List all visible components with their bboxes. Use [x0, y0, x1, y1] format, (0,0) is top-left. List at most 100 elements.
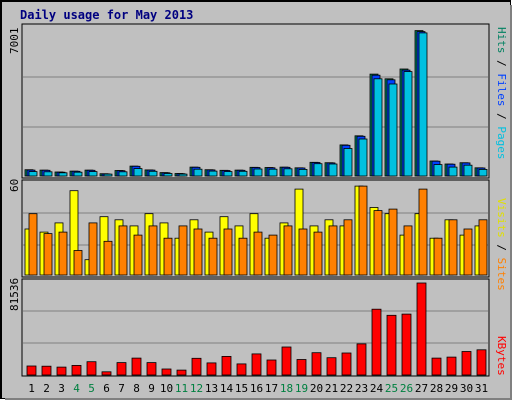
bar-kbytes [236, 363, 247, 376]
x-tick-label: 31 [475, 382, 488, 395]
x-tick-label: 3 [58, 382, 65, 395]
bar-kbytes [56, 366, 67, 376]
bar-pages [133, 168, 143, 177]
bar-pages [103, 173, 113, 177]
bar-sites [298, 228, 308, 276]
x-tick-label: 25 [385, 382, 398, 395]
bar-pages [313, 163, 323, 177]
bar-pages [403, 71, 413, 177]
bar-kbytes [116, 362, 127, 376]
bar-kbytes [416, 282, 427, 376]
legend-sites: Sites [495, 258, 508, 291]
bar-pages [178, 173, 188, 177]
bar-pages [478, 168, 488, 177]
bar-pages [43, 171, 53, 177]
bar-sites [268, 234, 278, 276]
legend-kbytes: KBytes [495, 336, 508, 376]
bar-kbytes [266, 359, 277, 376]
bar-kbytes [251, 353, 262, 376]
x-tick-label: 9 [148, 382, 155, 395]
x-tick-label: 7 [118, 382, 125, 395]
bar-sites [208, 237, 218, 276]
bar-pages [223, 171, 233, 177]
ymax-label-top: 7001 [8, 28, 21, 55]
bar-pages [448, 166, 458, 177]
bar-sites [343, 219, 353, 276]
x-tick-label: 29 [445, 382, 458, 395]
bar-sites [448, 219, 458, 276]
bar-kbytes [296, 359, 307, 376]
bar-sites [478, 219, 488, 276]
bar-kbytes [386, 314, 397, 376]
bar-kbytes [71, 364, 82, 376]
legend-visits: Visits [495, 198, 508, 238]
x-tick-label: 4 [73, 382, 80, 395]
x-tick-label: 19 [295, 382, 308, 395]
bar-sites [388, 208, 398, 276]
bar-pages [58, 172, 68, 177]
bar-sites [43, 233, 53, 276]
bar-pages [73, 171, 83, 177]
bar-kbytes [311, 352, 322, 376]
bar-sites [193, 228, 203, 276]
x-tick-label: 10 [160, 382, 173, 395]
x-tick-label: 8 [133, 382, 140, 395]
legend-visits-sites: Visits / Sites [495, 198, 508, 291]
bar-kbytes [221, 355, 232, 376]
bar-pages [328, 163, 338, 177]
frame-shadow-right [510, 5, 512, 400]
bar-pages [388, 83, 398, 177]
bar-pages [418, 32, 428, 177]
x-tick-label: 17 [265, 382, 278, 395]
bar-pages [148, 170, 158, 177]
bar-kbytes [161, 368, 172, 376]
bar-pages [88, 171, 98, 177]
bar-sites [103, 240, 113, 276]
bar-sites [238, 237, 248, 276]
x-tick-label: 5 [88, 382, 95, 395]
bar-layer [24, 30, 488, 376]
bar-kbytes [146, 362, 157, 376]
x-tick-label: 23 [355, 382, 368, 395]
bar-pages [283, 168, 293, 177]
bar-kbytes [326, 357, 337, 376]
x-tick-label: 16 [250, 382, 263, 395]
x-tick-label: 27 [415, 382, 428, 395]
bar-pages [343, 148, 353, 177]
x-axis-labels: 1 2 3 4 5 6 7 8 9 10 11 12 13 14 15 16 17 18 19 20 21 22 23 24 2… [28, 382, 488, 395]
legend-files: Files [495, 73, 508, 106]
bar-sites [28, 213, 38, 276]
bar-sites [223, 228, 233, 276]
bar-pages [253, 168, 263, 177]
bar-kbytes [86, 361, 97, 376]
bar-sites [373, 210, 383, 276]
x-tick-label: 18 [280, 382, 293, 395]
bar-kbytes [101, 371, 112, 376]
x-tick-label: 22 [340, 382, 353, 395]
bar-sites [313, 231, 323, 276]
bar-pages [463, 164, 473, 177]
legend-pages: Pages [495, 126, 508, 159]
bar-sites [58, 231, 68, 276]
ymax-label-bottom: 81536 [8, 278, 21, 311]
bar-kbytes [476, 349, 487, 376]
x-tick-label: 15 [235, 382, 248, 395]
x-tick-label: 21 [325, 382, 338, 395]
bar-sites [73, 250, 83, 276]
ymax-label-middle: 60 [8, 179, 21, 192]
bar-pages [358, 138, 368, 177]
legend-hits: Hits [495, 27, 508, 54]
bar-kbytes [26, 365, 37, 376]
bar-pages [28, 171, 38, 177]
bar-kbytes [281, 346, 292, 376]
bar-pages [433, 164, 443, 177]
x-tick-label: 6 [103, 382, 110, 395]
chart-title: Daily usage for May 2013 [20, 8, 194, 22]
frame-shadow-bottom [5, 398, 512, 400]
bar-sites [163, 237, 173, 276]
x-tick-label: 12 [190, 382, 203, 395]
legend-sep: / [495, 238, 508, 258]
bar-sites [133, 234, 143, 276]
bar-sites [403, 225, 413, 276]
